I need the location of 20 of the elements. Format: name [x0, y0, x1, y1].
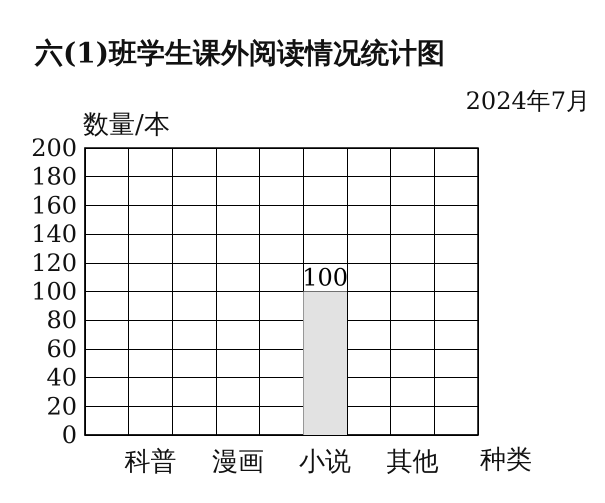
x-tick-label: 小说: [299, 447, 352, 477]
y-tick-label: 160: [31, 191, 77, 220]
data-label: 100: [302, 264, 348, 292]
text: 2024年7月: [466, 87, 590, 115]
y-tick-label: 180: [31, 162, 77, 191]
x-axis-title: 种类: [480, 445, 532, 475]
y-tick-label: 80: [46, 306, 77, 334]
y-tick-label: 20: [46, 392, 77, 420]
y-tick-label: 140: [31, 220, 77, 248]
x-tick-label: 其他: [386, 447, 438, 477]
chart-title: 六(1)班学生课外阅读情况统计图: [34, 36, 445, 70]
y-tick-label: 60: [46, 334, 77, 363]
y-tick-label: 200: [31, 134, 77, 162]
x-tick-label: 漫画: [212, 447, 264, 477]
y-tick-label: 0: [62, 421, 77, 449]
y-tick-label: 100: [31, 278, 77, 306]
y-tick-label: 120: [31, 248, 77, 277]
x-tick-label: 科普: [124, 447, 176, 477]
y-tick-label: 40: [46, 364, 77, 392]
y-axis-title: 数量/本: [83, 110, 170, 140]
